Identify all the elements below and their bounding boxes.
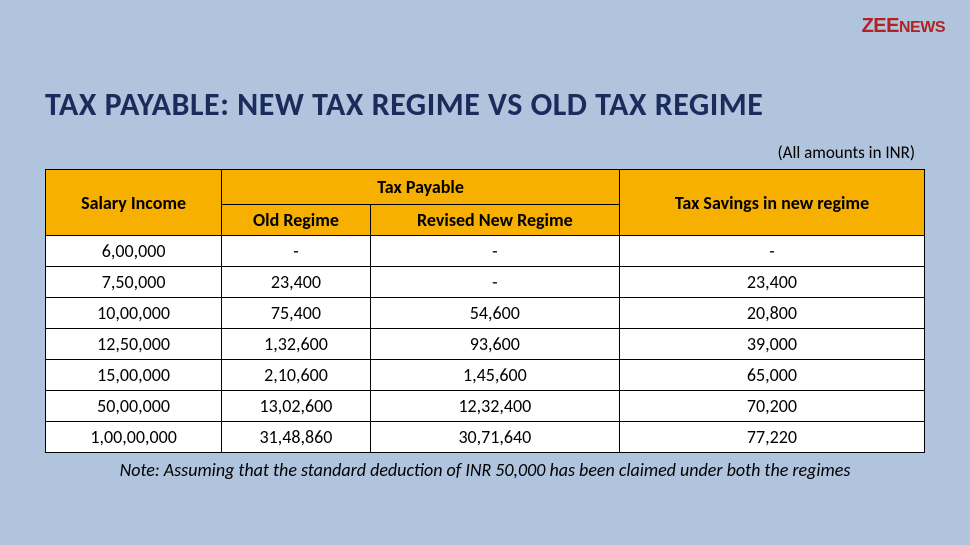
table-row: 10,00,000 75,400 54,600 20,800: [46, 298, 925, 329]
cell-old: 31,48,860: [222, 422, 371, 453]
cell-salary: 1,00,00,000: [46, 422, 222, 453]
cell-savings: 39,000: [619, 329, 924, 360]
cell-new: 93,600: [370, 329, 619, 360]
cell-new: -: [370, 236, 619, 267]
table-row: 50,00,000 13,02,600 12,32,400 70,200: [46, 391, 925, 422]
cell-old: 13,02,600: [222, 391, 371, 422]
cell-savings: 77,220: [619, 422, 924, 453]
subtitle: (All amounts in INR): [45, 142, 925, 163]
header-revised-new: Revised New Regime: [370, 205, 619, 236]
cell-old: 23,400: [222, 267, 371, 298]
cell-old: 1,32,600: [222, 329, 371, 360]
cell-new: 12,32,400: [370, 391, 619, 422]
cell-salary: 6,00,000: [46, 236, 222, 267]
cell-new: 1,45,600: [370, 360, 619, 391]
table-row: 7,50,000 23,400 - 23,400: [46, 267, 925, 298]
cell-savings: -: [619, 236, 924, 267]
tax-table: Salary Income Tax Payable Tax Savings in…: [45, 169, 925, 453]
cell-savings: 65,000: [619, 360, 924, 391]
cell-salary: 7,50,000: [46, 267, 222, 298]
cell-salary: 10,00,000: [46, 298, 222, 329]
header-tax-payable: Tax Payable: [222, 170, 620, 205]
cell-new: -: [370, 267, 619, 298]
logo-news: NEWS: [899, 19, 945, 36]
cell-salary: 15,00,000: [46, 360, 222, 391]
header-savings: Tax Savings in new regime: [619, 170, 924, 236]
cell-old: -: [222, 236, 371, 267]
page-title: TAX PAYABLE: NEW TAX REGIME VS OLD TAX R…: [45, 85, 925, 124]
cell-old: 75,400: [222, 298, 371, 329]
logo-zee: ZEE: [862, 15, 899, 37]
table-body: 6,00,000 - - - 7,50,000 23,400 - 23,400 …: [46, 236, 925, 453]
cell-savings: 20,800: [619, 298, 924, 329]
header-salary: Salary Income: [46, 170, 222, 236]
table-row: 6,00,000 - - -: [46, 236, 925, 267]
cell-old: 2,10,600: [222, 360, 371, 391]
cell-salary: 50,00,000: [46, 391, 222, 422]
cell-new: 30,71,640: [370, 422, 619, 453]
table-row: 15,00,000 2,10,600 1,45,600 65,000: [46, 360, 925, 391]
note: Note: Assuming that the standard deducti…: [45, 459, 925, 481]
table-row: 1,00,00,000 31,48,860 30,71,640 77,220: [46, 422, 925, 453]
cell-salary: 12,50,000: [46, 329, 222, 360]
table-row: 12,50,000 1,32,600 93,600 39,000: [46, 329, 925, 360]
cell-new: 54,600: [370, 298, 619, 329]
cell-savings: 23,400: [619, 267, 924, 298]
header-old-regime: Old Regime: [222, 205, 371, 236]
cell-savings: 70,200: [619, 391, 924, 422]
logo: ZEENEWS: [862, 15, 945, 38]
